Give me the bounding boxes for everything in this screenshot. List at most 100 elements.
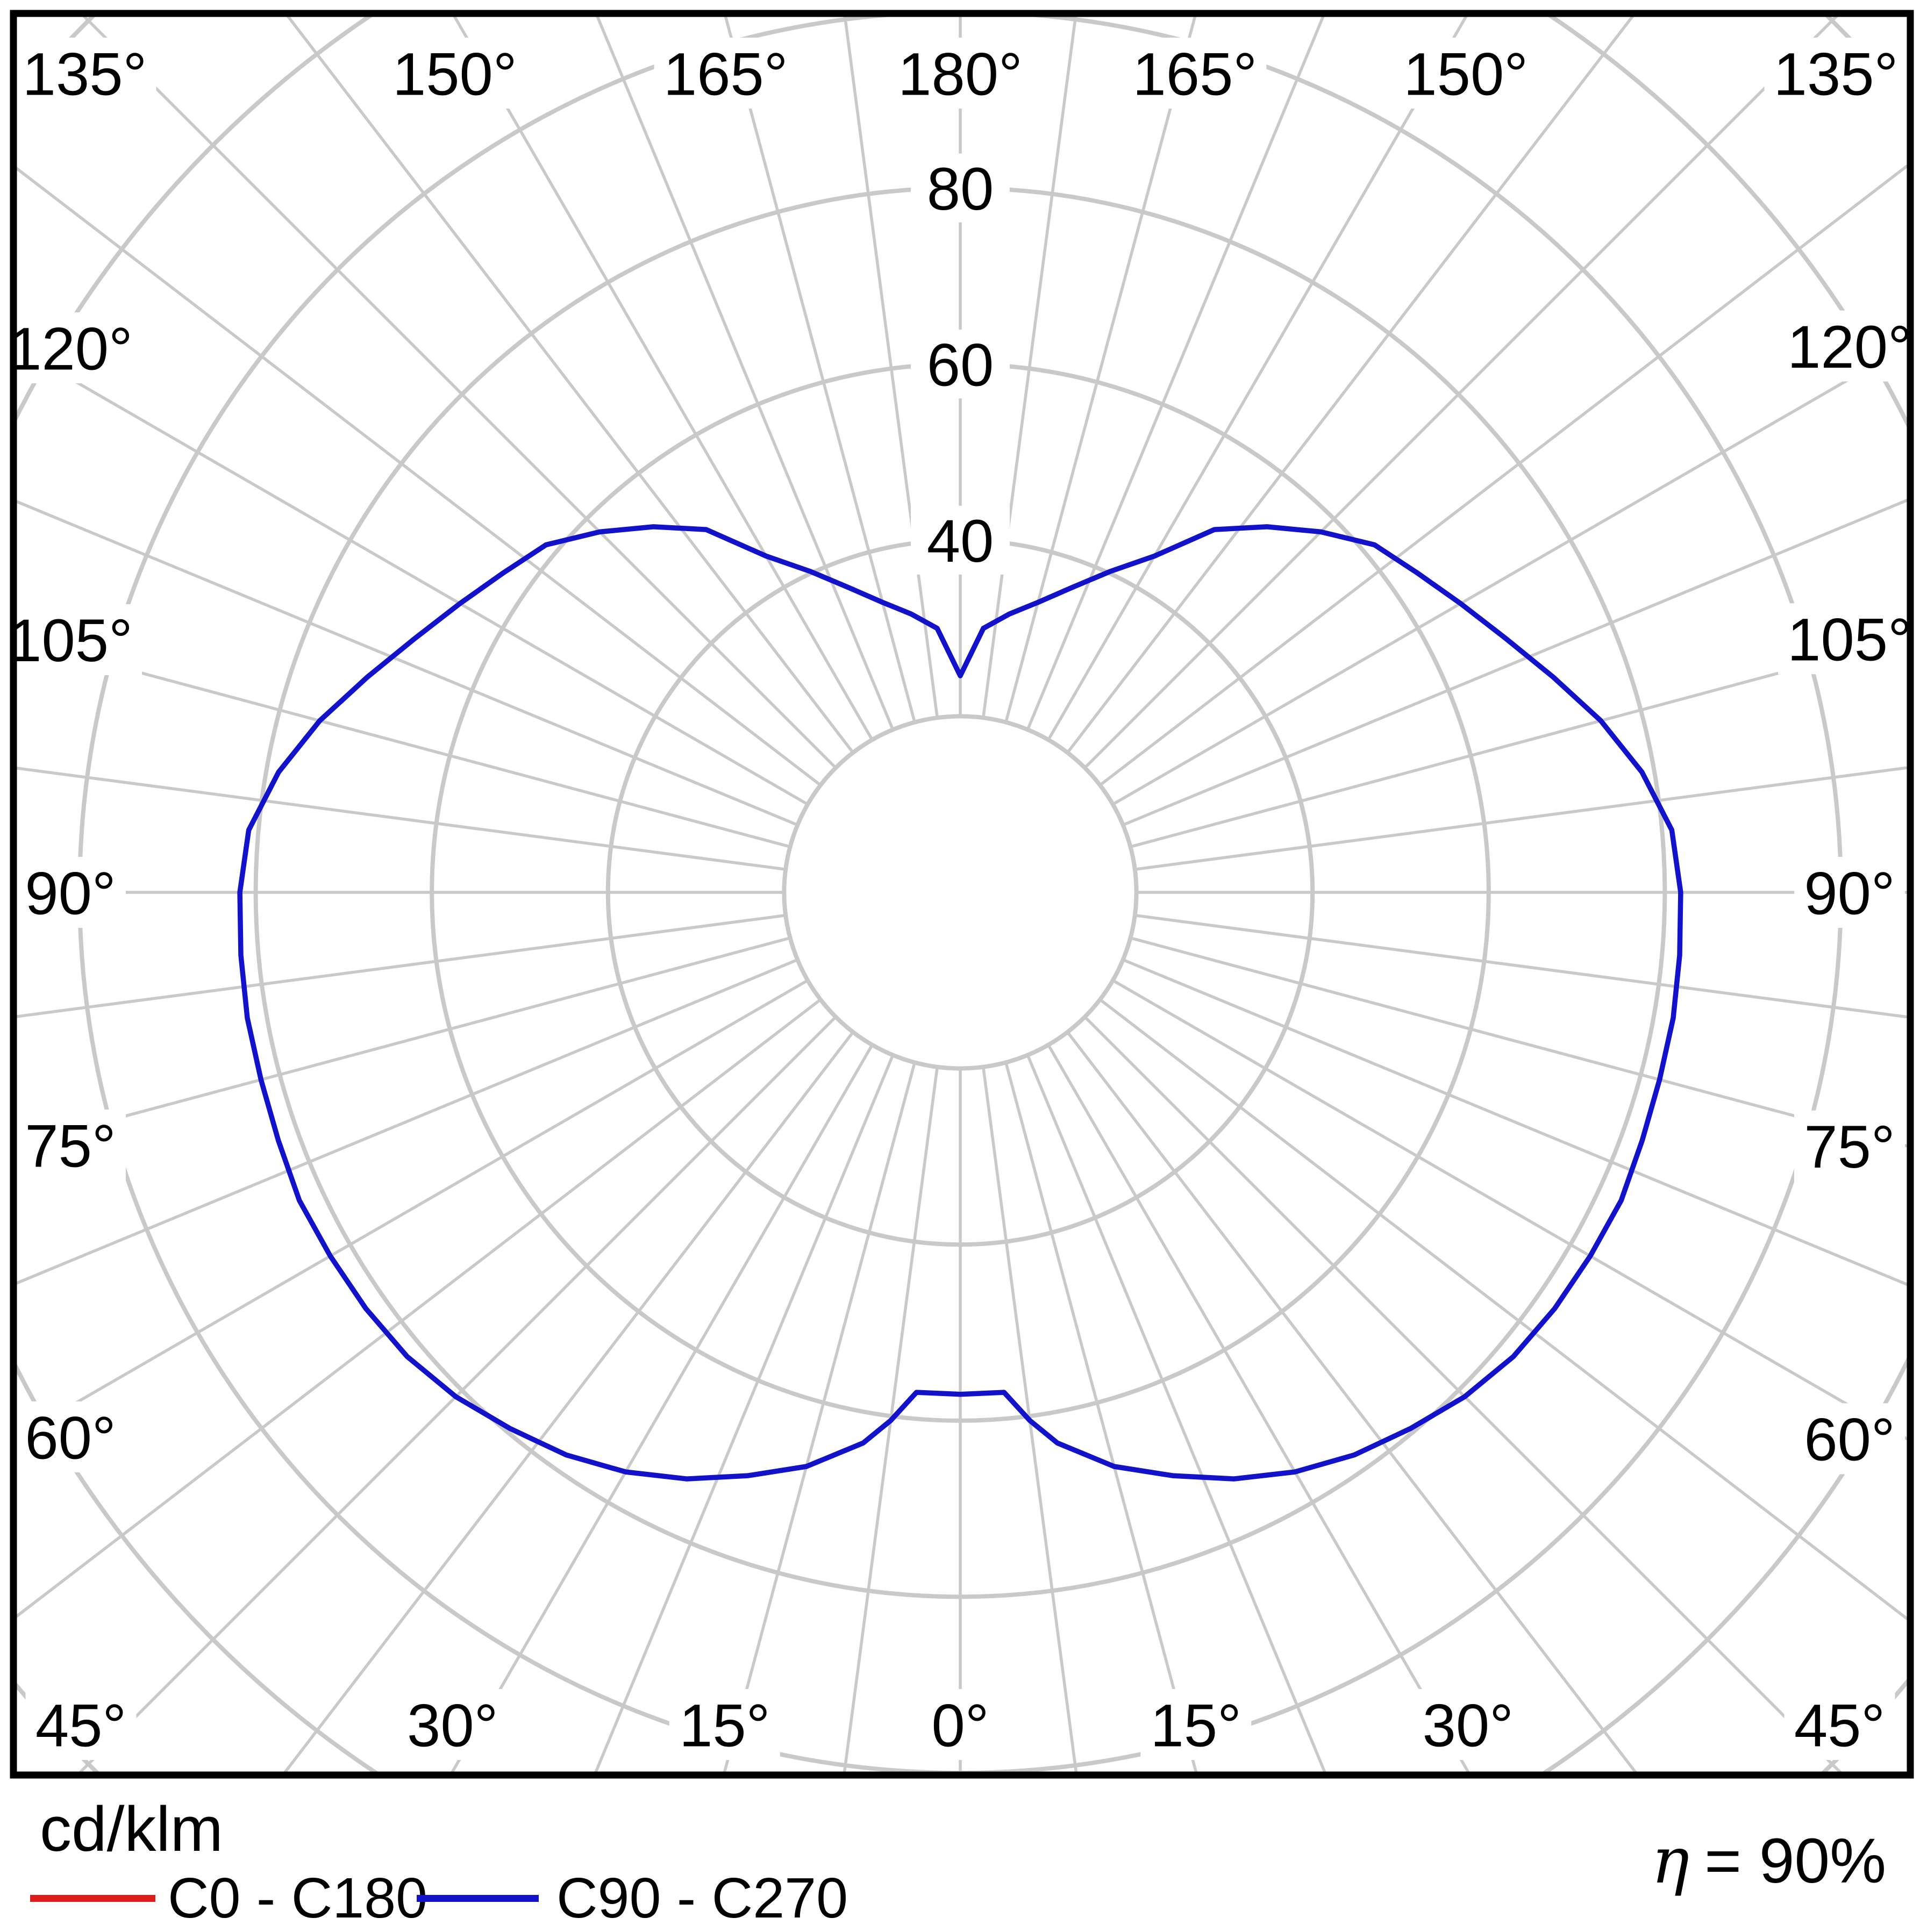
angle-label-bg: [1123, 38, 1267, 109]
angle-label-bg: [0, 604, 142, 675]
angle-label: 150°: [392, 40, 517, 108]
grid-spoke: [982, 1067, 1078, 1772]
grid-spoke: [1130, 637, 1907, 848]
grid-spoke: [17, 958, 798, 1285]
angle-label: 30°: [407, 1692, 498, 1759]
eta-symbol: η: [1651, 1823, 1690, 1898]
angle-label: 75°: [25, 1112, 116, 1179]
angle-label: 105°: [1787, 606, 1912, 674]
angle-label-bg: [1794, 857, 1905, 928]
angle-label: 150°: [1403, 40, 1528, 108]
angle-label: 120°: [8, 315, 133, 382]
grid-spoke: [1122, 958, 1907, 1286]
grid-spoke: [17, 500, 798, 827]
angle-label: 30°: [1423, 1692, 1514, 1759]
units-label: cd/klm: [40, 1794, 223, 1865]
grid-spoke: [17, 979, 809, 1439]
legend-line-c90-c270-swatch: [417, 1894, 539, 1902]
grid-spoke: [283, 1031, 854, 1772]
chart-frame: [10, 10, 1914, 1779]
grid-spoke: [1134, 766, 1907, 871]
angle-label: 60°: [25, 1404, 116, 1471]
angle-label: 60°: [1804, 1406, 1895, 1473]
angle-label-bg: [15, 857, 126, 928]
grid-spoke: [1130, 936, 1907, 1148]
grid-spoke: [1083, 1015, 1842, 1772]
angle-label: 135°: [1774, 40, 1898, 108]
angle-label: 45°: [35, 1692, 126, 1759]
grid-spoke: [1004, 17, 1197, 723]
angle-label-bg: [25, 1689, 137, 1760]
angle-label-bg: [1778, 603, 1920, 675]
radial-tick-label: 60: [927, 332, 994, 399]
radial-tick-label-bg: [911, 330, 1010, 399]
grid-ring: [782, 714, 1139, 1071]
angle-label: 105°: [8, 607, 133, 674]
grid-spoke: [453, 17, 874, 741]
grid-spoke: [17, 638, 791, 848]
grid-spoke: [1066, 17, 1635, 754]
angle-label-bg: [383, 38, 526, 109]
grid-spoke: [1026, 1054, 1326, 1772]
radial-tick-label-bg: [911, 505, 1010, 575]
angle-label: 75°: [1804, 1113, 1895, 1180]
angle-label: 135°: [23, 40, 147, 108]
angle-label-bg: [13, 38, 156, 109]
grid-spoke: [17, 914, 786, 1018]
angle-label-bg: [669, 1689, 780, 1760]
legend-label-c0-c180: C0 - C180: [168, 1866, 428, 1930]
angle-label-bg: [1140, 1689, 1252, 1760]
grid-spoke: [78, 1015, 837, 1772]
radial-tick-labels: 40 60 80: [911, 153, 1010, 575]
angle-label: 180°: [898, 40, 1023, 108]
radial-tick-label: 40: [927, 507, 994, 575]
grid-spoke: [1122, 498, 1907, 827]
grid-spoke: [594, 1054, 895, 1772]
grid-spoke: [286, 17, 854, 754]
angle-label-bg: [654, 38, 797, 109]
grid-spoke: [723, 1062, 916, 1772]
grid-spoke: [1047, 17, 1468, 741]
grid-spoke: [596, 17, 895, 731]
grid-spoke: [17, 167, 822, 786]
grid-spoke: [1004, 1062, 1198, 1772]
angle-label-bg: [15, 1401, 126, 1472]
angle-label-bg: [1412, 1689, 1524, 1760]
legend-item-c90-c270: C90 - C270: [417, 1864, 848, 1932]
grid-spoke: [17, 346, 809, 806]
angle-label: 120°: [1787, 313, 1912, 381]
angle-label: 90°: [25, 860, 116, 927]
angle-label-bg: [1764, 38, 1908, 109]
legend-label-c90-c270: C90 - C270: [556, 1866, 848, 1930]
grid-spoke: [17, 998, 822, 1618]
grid-spoke: [1099, 998, 1907, 1621]
grid-spoke: [843, 1067, 939, 1772]
angle-label: 165°: [663, 40, 788, 108]
angle-label-bg: [1778, 310, 1920, 382]
angle-label-bg: [1394, 38, 1538, 109]
angle-label: 90°: [1804, 860, 1895, 927]
grid-spoke: [1112, 979, 1907, 1441]
grid-spoke: [17, 936, 791, 1147]
angle-label-bg: [15, 1110, 126, 1181]
legend-line-c0-c180-swatch: [30, 1894, 155, 1902]
grid-spoke: [1026, 17, 1325, 731]
grid-spoke: [1112, 344, 1907, 806]
angle-label-bg: [889, 38, 1032, 109]
angle-label: 15°: [679, 1692, 770, 1759]
angle-label-bg: [1794, 1110, 1905, 1182]
legend-item-c0-c180: C0 - C180: [30, 1864, 427, 1932]
intensity-curve-c90-c270: [237, 524, 1683, 1482]
angle-label: 15°: [1151, 1692, 1241, 1759]
eta-text: = 90%: [1704, 1826, 1886, 1897]
angle-label: 0°: [931, 1692, 989, 1759]
grid-spoke: [1099, 164, 1907, 786]
grid-spoke: [451, 1044, 874, 1772]
grid-spoke: [1066, 1031, 1637, 1772]
angle-label-bg: [1794, 1403, 1905, 1475]
angle-label-bg: [921, 1689, 1000, 1760]
grid-spoke: [724, 17, 916, 723]
angle-labels: 0° 15° 15° 30° 30° 45° 45° 60° 60° 75° 75° 90° 90° 10…: [0, 38, 1920, 1760]
